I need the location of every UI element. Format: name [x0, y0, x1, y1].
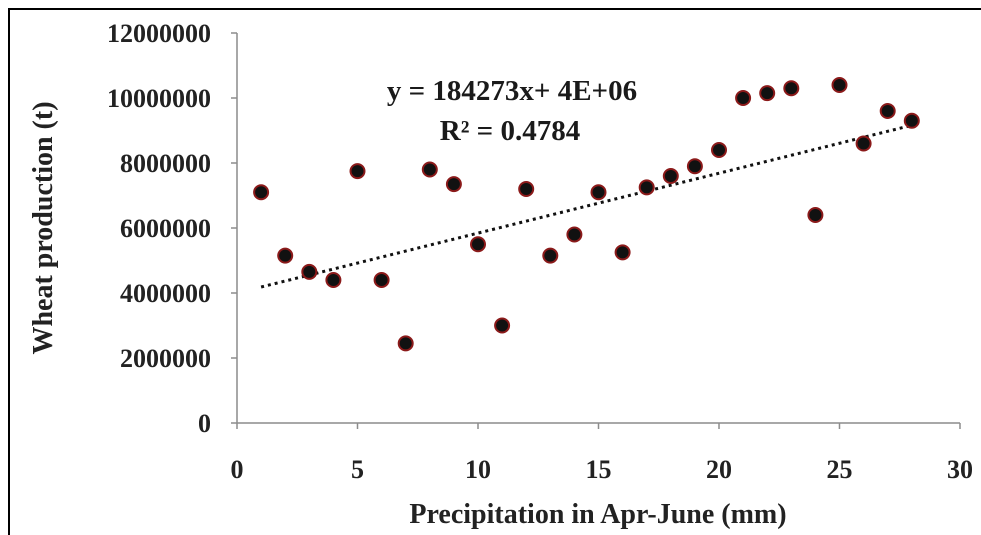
- data-point: [807, 207, 824, 223]
- x-tick-label: 20: [706, 455, 732, 484]
- data-point: [903, 112, 920, 129]
- data-point: [518, 181, 535, 197]
- y-tick-label: 8000000: [120, 149, 211, 178]
- x-axis: 0 5 10 15 20 25 30: [231, 422, 973, 484]
- data-point: [638, 179, 655, 196]
- data-point: [494, 317, 511, 334]
- trendline-layer: [260, 123, 913, 289]
- data-point: [831, 77, 848, 93]
- data-point: [397, 335, 414, 352]
- data-point: [470, 236, 486, 253]
- data-point: [590, 184, 607, 201]
- data-point: [277, 247, 294, 264]
- data-point: [855, 135, 872, 152]
- trendline: [260, 123, 913, 289]
- data-point: [614, 244, 631, 261]
- y-axis-title: Wheat production (t): [28, 101, 59, 354]
- data-point: [373, 272, 390, 288]
- data-point: [879, 103, 896, 119]
- chart-frame: [8, 8, 981, 535]
- data-point: [253, 184, 270, 201]
- trendline-equation: y = 184273x+ 4E+06: [387, 75, 637, 107]
- x-tick-label: 5: [351, 455, 364, 484]
- data-point: [686, 158, 703, 175]
- x-tick-label: 25: [827, 455, 853, 484]
- r-squared-label: R² = 0.4784: [440, 115, 580, 147]
- y-tick-label: 4000000: [120, 279, 211, 308]
- data-point: [349, 163, 366, 180]
- data-point: [301, 263, 318, 280]
- y-tick-label: 6000000: [120, 214, 211, 243]
- y-axis: 0 2000000 4000000 6000000 8000000 10000000 120…: [107, 19, 238, 438]
- x-tick-label: 0: [231, 455, 244, 484]
- x-tick-label: 15: [586, 455, 612, 484]
- y-tick-label: 2000000: [120, 344, 211, 373]
- data-point: [711, 142, 727, 158]
- data-point: [759, 85, 776, 102]
- x-tick-label: 30: [947, 455, 973, 484]
- data-point: [325, 272, 342, 288]
- data-points: [253, 77, 920, 352]
- data-point: [566, 226, 583, 243]
- data-point: [445, 176, 462, 193]
- x-axis-title: Precipitation in Apr-June (mm): [409, 499, 786, 530]
- y-tick-label: 12000000: [107, 19, 211, 48]
- y-tick-label: 10000000: [107, 84, 211, 113]
- data-point: [542, 247, 559, 264]
- data-point: [421, 161, 438, 178]
- data-point: [662, 168, 679, 184]
- y-tick-label: 0: [198, 409, 211, 438]
- x-tick-label: 10: [465, 455, 491, 484]
- data-point: [783, 80, 800, 97]
- data-point: [735, 90, 752, 106]
